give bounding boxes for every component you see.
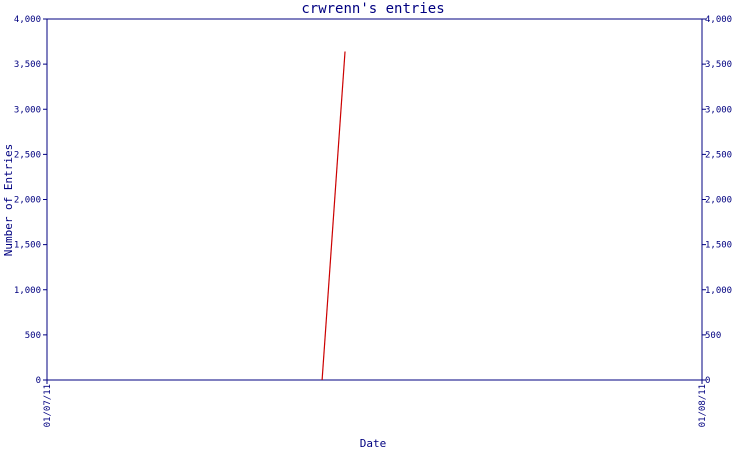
y-tick-label-right: 1,500 [705, 241, 732, 251]
y-tick-label-right: 1,000 [705, 286, 732, 296]
x-tick-label: 01/07/11 [43, 384, 53, 427]
y-ticks-left: 0 500 1,000 1,500 2,000 2,500 3,000 3,500 4,000 [14, 15, 47, 386]
x-ticks: 01/07/11 01/08/11 [43, 380, 708, 427]
y-tick-label-right: 3,000 [705, 105, 732, 115]
y-tick-label-right: 3,500 [705, 60, 732, 70]
x-tick-label: 01/08/11 [698, 384, 708, 427]
y-tick-label-left: 3,500 [14, 60, 41, 70]
plot-frame [46, 18, 703, 381]
y-tick-label-left: 4,000 [14, 15, 41, 25]
series-layer [321, 51, 346, 381]
y-tick-label-right: 500 [705, 331, 721, 341]
y-tick-label-left: 1,000 [14, 286, 41, 296]
series-line [321, 51, 346, 381]
y-tick-label-right: 0 [705, 376, 710, 386]
y-tick-label-left: 3,000 [14, 105, 41, 115]
x-axis-label: Date [360, 437, 387, 450]
y-tick-label-left: 1,500 [14, 241, 41, 251]
y-tick-label-left: 0 [36, 376, 41, 386]
y-axis-label: Number of Entries [2, 144, 15, 257]
y-tick-label-left: 2,000 [14, 196, 41, 206]
y-tick-label-right: 2,000 [705, 196, 732, 206]
y-tick-label-right: 2,500 [705, 150, 732, 160]
y-tick-label-left: 2,500 [14, 150, 41, 160]
y-tick-label-right: 4,000 [705, 15, 732, 25]
chart-title: crwrenn's entries [301, 1, 444, 17]
y-ticks-right: 0 500 1,000 1,500 2,000 2,500 3,000 3,500 4,000 [702, 15, 732, 386]
y-tick-label-left: 500 [25, 331, 41, 341]
